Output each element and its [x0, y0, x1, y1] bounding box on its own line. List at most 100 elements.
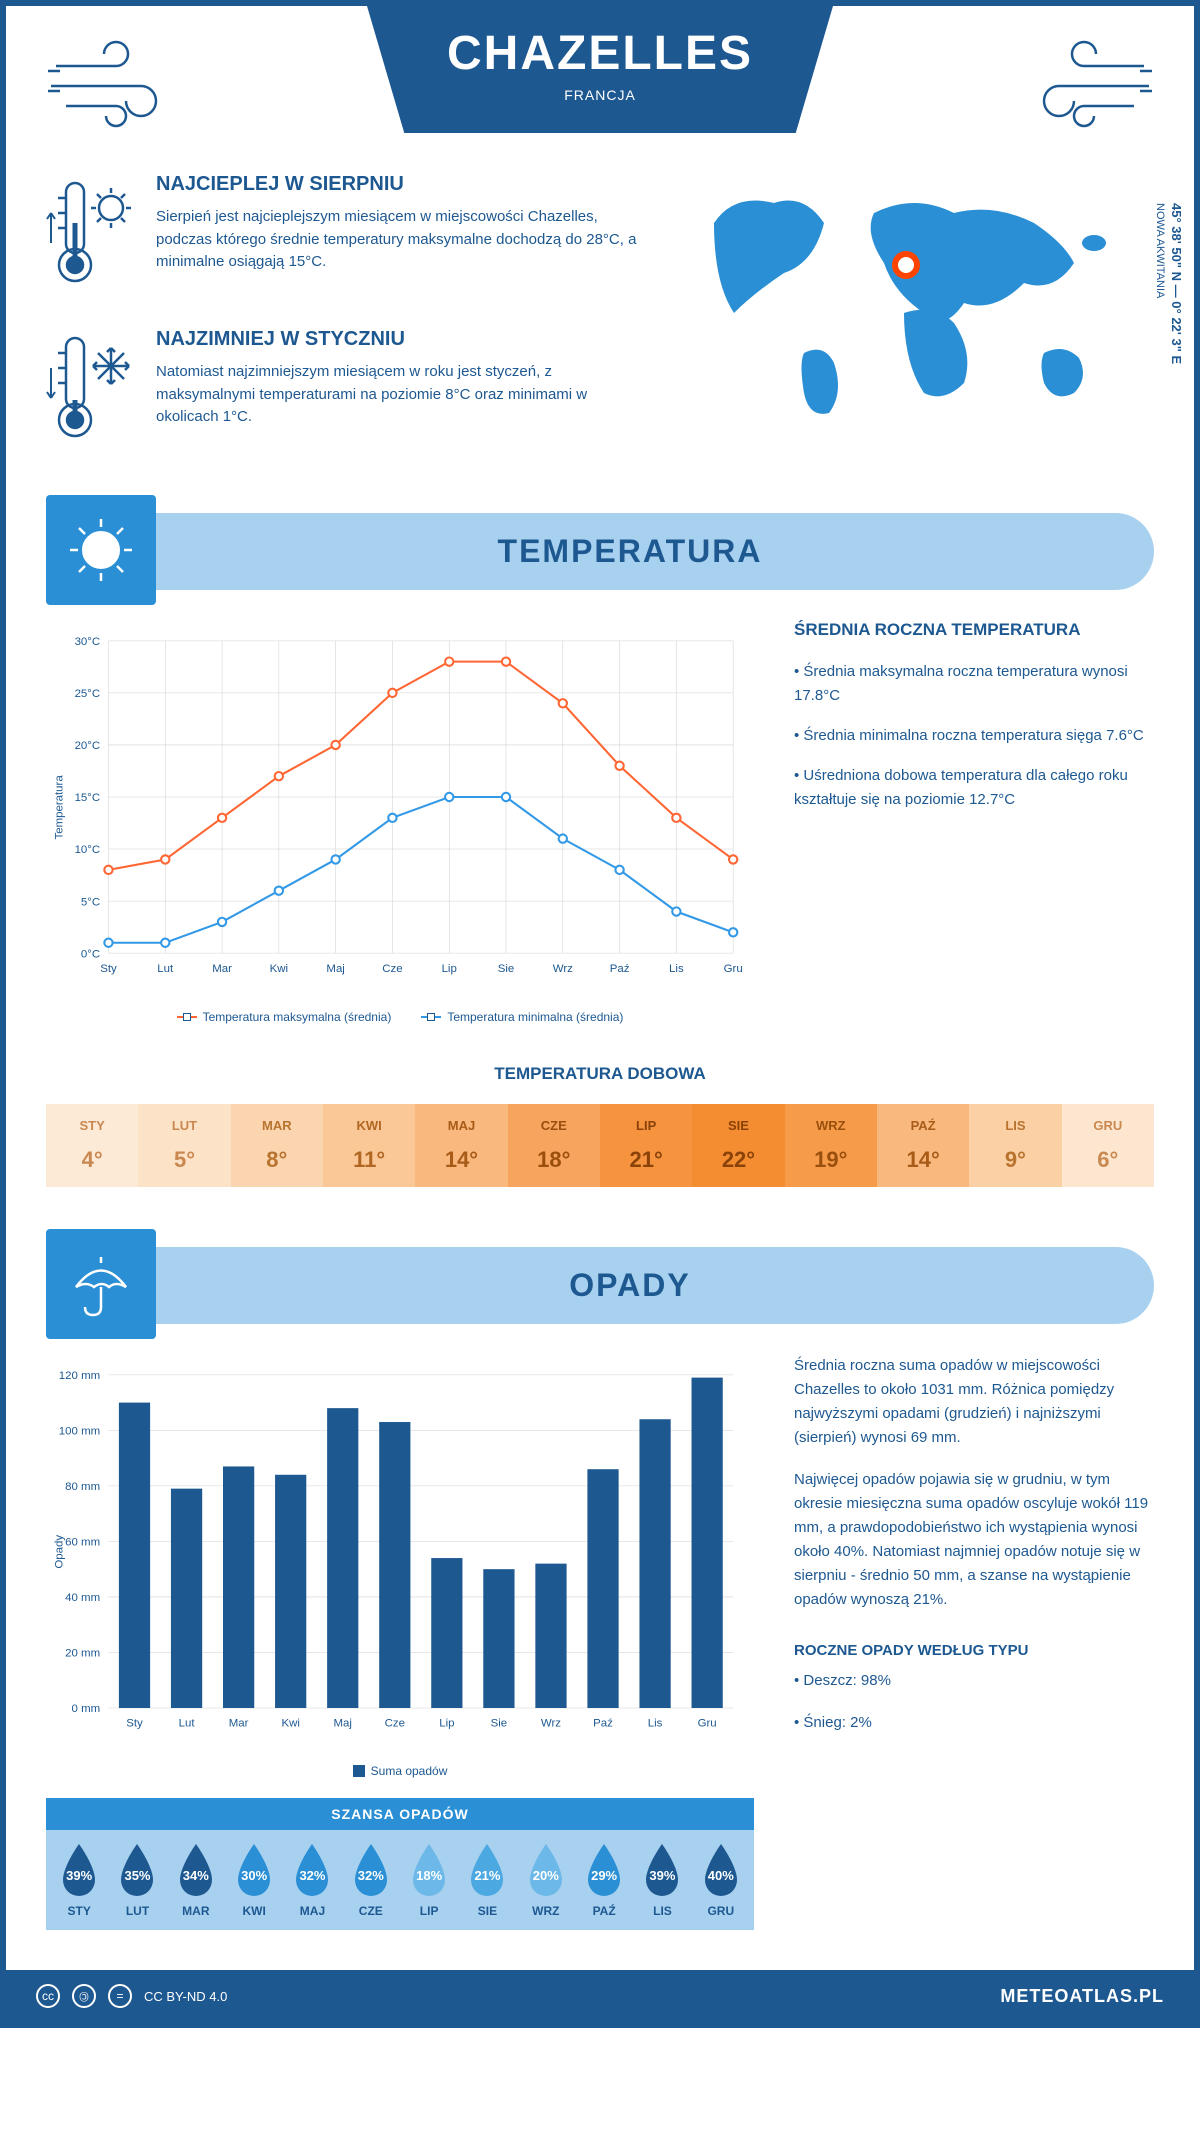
temperature-legend: .legend-swatch::before{border-color:inhe…	[46, 1010, 754, 1024]
wind-icon	[46, 36, 186, 141]
nd-icon: =	[108, 1984, 132, 2008]
daily-temp-cell: LUT5°	[138, 1104, 230, 1187]
chance-title: SZANSA OPADÓW	[46, 1798, 754, 1830]
thermometer-snow-icon	[46, 328, 136, 453]
chance-cell: 34%MAR	[167, 1842, 225, 1918]
city-name: CHAZELLES	[447, 26, 753, 81]
site-name: METEOATLAS.PL	[1000, 1986, 1164, 2007]
svg-text:Maj: Maj	[334, 1718, 352, 1730]
svg-text:Lip: Lip	[439, 1718, 454, 1730]
daily-temp-cell: PAŹ14°	[877, 1104, 969, 1187]
daily-temp-table: STY4°LUT5°MAR8°KWI11°MAJ14°CZE18°LIP21°S…	[46, 1104, 1154, 1187]
chance-cell: 20%WRZ	[517, 1842, 575, 1918]
temperature-section-header: TEMPERATURA	[46, 513, 1154, 590]
license-block: cc 🄯 = CC BY-ND 4.0	[36, 1984, 227, 2008]
precip-type-title: ROCZNE OPADY WEDŁUG TYPU	[794, 1642, 1154, 1659]
world-map-block: 45° 38' 50" N — 0° 22' 3" E NOWA AKWITAN…	[674, 173, 1154, 483]
daily-temp-cell: SIE22°	[692, 1104, 784, 1187]
svg-text:Wrz: Wrz	[553, 963, 573, 975]
svg-text:40 mm: 40 mm	[65, 1592, 100, 1604]
temp-summary-title: ŚREDNIA ROCZNA TEMPERATURA	[794, 620, 1154, 640]
svg-text:60 mm: 60 mm	[65, 1536, 100, 1548]
svg-text:Gru: Gru	[698, 1718, 717, 1730]
coldest-title: NAJZIMNIEJ W STYCZNIU	[156, 328, 644, 351]
precip-section-header: OPADY	[46, 1247, 1154, 1324]
warmest-text: Sierpień jest najcieplejszym miesiącem w…	[156, 206, 644, 274]
svg-text:Opady: Opady	[54, 1535, 66, 1569]
chance-cell: 30%KWI	[225, 1842, 283, 1918]
temperature-line-chart: 0°C5°C10°C15°C20°C25°C30°CStyLutMarKwiMa…	[46, 620, 754, 1024]
temperature-title: TEMPERATURA	[106, 533, 1154, 570]
svg-text:20°C: 20°C	[75, 740, 101, 752]
by-icon: 🄯	[72, 1984, 96, 2008]
svg-text:120 mm: 120 mm	[59, 1370, 100, 1382]
svg-text:Sty: Sty	[100, 963, 117, 975]
temp-bullet-1: • Średnia maksymalna roczna temperatura …	[794, 660, 1154, 708]
precip-para-2: Najwięcej opadów pojawia się w grudniu, …	[794, 1468, 1154, 1612]
wind-icon	[1014, 36, 1154, 141]
svg-text:100 mm: 100 mm	[59, 1425, 100, 1437]
precip-chance-box: SZANSA OPADÓW 39%STY35%LUT34%MAR30%KWI32…	[46, 1798, 754, 1930]
svg-text:Cze: Cze	[385, 1718, 405, 1730]
umbrella-icon	[46, 1229, 156, 1339]
precip-type-rain: • Deszcz: 98%	[794, 1669, 1154, 1693]
temp-bullet-3: • Uśredniona dobowa temperatura dla całe…	[794, 764, 1154, 812]
svg-text:Lip: Lip	[442, 963, 457, 975]
sun-icon	[46, 495, 156, 605]
footer: cc 🄯 = CC BY-ND 4.0 METEOATLAS.PL	[6, 1970, 1194, 2022]
svg-text:Lis: Lis	[669, 963, 684, 975]
daily-temp-cell: CZE18°	[508, 1104, 600, 1187]
svg-text:5°C: 5°C	[81, 896, 100, 908]
chance-cell: 18%LIP	[400, 1842, 458, 1918]
country-name: FRANCJA	[447, 87, 753, 103]
svg-text:Paź: Paź	[610, 963, 630, 975]
svg-text:Temperatura: Temperatura	[54, 775, 66, 840]
svg-text:20 mm: 20 mm	[65, 1647, 100, 1659]
svg-text:Kwi: Kwi	[281, 1718, 299, 1730]
svg-text:Sie: Sie	[498, 963, 515, 975]
svg-text:Lis: Lis	[648, 1718, 663, 1730]
daily-temp-cell: LIP21°	[600, 1104, 692, 1187]
svg-text:25°C: 25°C	[75, 688, 101, 700]
cc-icon: cc	[36, 1984, 60, 2008]
svg-text:Cze: Cze	[382, 963, 402, 975]
temp-bullet-2: • Średnia minimalna roczna temperatura s…	[794, 724, 1154, 748]
svg-text:Sty: Sty	[126, 1718, 143, 1730]
svg-text:Gru: Gru	[724, 963, 743, 975]
svg-text:80 mm: 80 mm	[65, 1481, 100, 1493]
svg-text:Lut: Lut	[179, 1718, 196, 1730]
precip-title: OPADY	[106, 1267, 1154, 1304]
svg-text:10°C: 10°C	[75, 844, 101, 856]
chance-cell: 40%GRU	[692, 1842, 750, 1918]
daily-temp-cell: STY4°	[46, 1104, 138, 1187]
daily-temp-cell: LIS9°	[969, 1104, 1061, 1187]
chance-cell: 32%MAJ	[283, 1842, 341, 1918]
svg-text:Lut: Lut	[157, 963, 174, 975]
svg-text:0°C: 0°C	[81, 948, 100, 960]
svg-text:Paź: Paź	[593, 1718, 613, 1730]
chance-cell: 39%STY	[50, 1842, 108, 1918]
precip-legend: Suma opadów	[46, 1764, 754, 1778]
warmest-title: NAJCIEPLEJ W SIERPNIU	[156, 173, 644, 196]
svg-text:15°C: 15°C	[75, 792, 101, 804]
license-text: CC BY-ND 4.0	[144, 1989, 227, 2004]
coordinates: 45° 38' 50" N — 0° 22' 3" E	[1169, 203, 1184, 364]
world-map-icon	[674, 173, 1154, 433]
thermometer-sun-icon	[46, 173, 136, 298]
precip-summary: Średnia roczna suma opadów w miejscowośc…	[794, 1354, 1154, 1931]
svg-text:0 mm: 0 mm	[72, 1703, 101, 1715]
legend-max-label: Temperatura maksymalna (średnia)	[203, 1010, 392, 1024]
title-banner: CHAZELLES FRANCJA	[367, 6, 833, 133]
precip-legend-label: Suma opadów	[371, 1764, 448, 1778]
svg-text:Sie: Sie	[491, 1718, 508, 1730]
svg-text:30°C: 30°C	[75, 636, 101, 648]
chance-cell: 32%CZE	[342, 1842, 400, 1918]
precip-para-1: Średnia roczna suma opadów w miejscowośc…	[794, 1354, 1154, 1450]
chance-cell: 35%LUT	[108, 1842, 166, 1918]
legend-min-label: Temperatura minimalna (średnia)	[447, 1010, 623, 1024]
temperature-summary: ŚREDNIA ROCZNA TEMPERATURA • Średnia mak…	[794, 620, 1154, 1024]
svg-text:Maj: Maj	[326, 963, 344, 975]
chance-cell: 39%LIS	[633, 1842, 691, 1918]
precip-type-snow: • Śnieg: 2%	[794, 1711, 1154, 1735]
precipitation-bar-chart: 0 mm 20 mm 40 mm 60 mm 80 mm 100 mm 120 mm Opad…	[46, 1354, 754, 1931]
